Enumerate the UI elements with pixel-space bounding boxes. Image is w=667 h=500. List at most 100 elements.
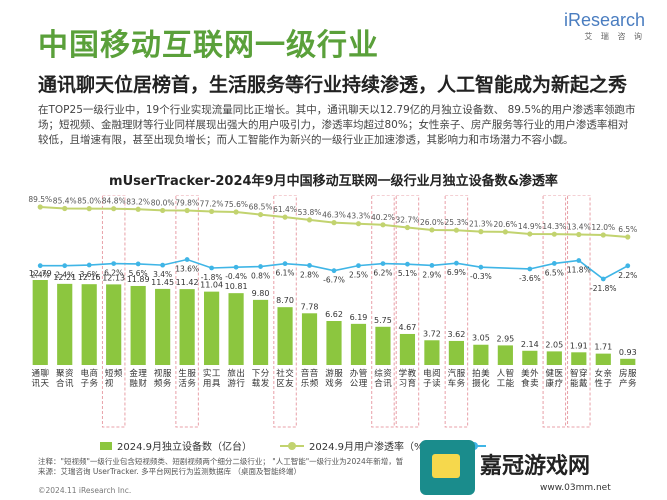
category-label-char: 理	[359, 379, 368, 389]
bar-value-label: 12.21	[53, 273, 76, 282]
category-label-char: 讯	[31, 379, 40, 389]
category-label-char: 房	[619, 368, 628, 379]
category-label-char: 资	[65, 368, 74, 379]
growth-point	[135, 261, 141, 267]
bar-value-label: 7.78	[301, 302, 319, 311]
category-label-char: 女	[595, 368, 604, 379]
penetration-label: 14.9%	[518, 222, 542, 231]
category-label-char: 务	[163, 378, 172, 389]
penetration-point	[233, 209, 239, 215]
category-label-char: 商	[89, 368, 98, 379]
category-label-char: 服	[187, 369, 196, 379]
highlight-box	[444, 195, 469, 428]
category-label-char: 服	[628, 369, 637, 379]
category-label-char: 公	[350, 379, 359, 389]
legend-line-label: 2024.9月用户渗透率（%）	[309, 442, 434, 453]
category-label-char: 疗	[555, 378, 564, 389]
highlight-box	[371, 195, 395, 428]
growth-point	[356, 263, 361, 269]
highlight-box	[395, 195, 420, 428]
category-label-char: 实	[203, 368, 212, 379]
growth-point	[405, 261, 410, 267]
growth-point	[258, 264, 263, 269]
growth-label: 6.5%	[545, 268, 564, 277]
growth-label: 2.2%	[618, 271, 637, 280]
bar-device-count	[595, 353, 611, 365]
category-label-char: 车	[448, 378, 457, 389]
penetration-label: 46.3%	[322, 211, 346, 220]
bar-value-label: 5.75	[374, 316, 392, 325]
page-title: 中国移动互联网一级行业	[38, 28, 379, 63]
category-label-char: 外	[530, 368, 539, 379]
penetration-point	[380, 222, 386, 228]
category-label-char: 视	[154, 368, 163, 379]
bar-device-count	[277, 307, 293, 365]
growth-label: 6.2%	[104, 269, 123, 278]
highlight-box	[175, 195, 199, 428]
growth-point	[551, 261, 557, 266]
category-label-char: 亲	[604, 368, 613, 379]
penetration-point	[135, 206, 141, 212]
iresearch-logo: iResearch 艾 瑞 咨 询	[564, 10, 645, 42]
bar-value-label: 0.93	[619, 348, 637, 357]
bar-value-label: 11.04	[200, 281, 223, 290]
category-label-char: 合	[374, 378, 383, 389]
growth-point	[160, 262, 166, 268]
penetration-point	[625, 234, 631, 240]
growth-point	[307, 263, 312, 268]
bar-device-count	[448, 340, 464, 365]
category-label-char: 音	[310, 368, 319, 379]
penetration-label: 75.6%	[224, 200, 248, 209]
category-label-char: 智	[570, 368, 579, 379]
category-label-char: 化	[481, 378, 490, 389]
growth-label: 6.2%	[373, 269, 392, 278]
penetration-label: 84.8%	[102, 197, 126, 206]
penetration-point	[355, 221, 362, 227]
category-label-char: 合	[56, 378, 65, 389]
watermark-url: www.03mm.net	[540, 483, 611, 493]
bar-device-count	[497, 345, 513, 365]
bar-value-label: 6.62	[325, 310, 343, 319]
bar-value-label: 11.89	[127, 275, 150, 284]
category-label-char: 康	[546, 378, 555, 389]
category-label-char: 电	[80, 368, 89, 379]
penetration-point	[209, 208, 215, 215]
category-label-char: 聊	[40, 368, 49, 379]
penetration-point	[160, 207, 166, 214]
category-label-char: 频	[310, 378, 319, 389]
category-label-char: 智	[506, 368, 515, 379]
penetration-label: 53.8%	[298, 208, 322, 217]
penetration-label: 83.2%	[126, 197, 150, 206]
growth-label: -3.6%	[519, 274, 541, 283]
category-label-char: 子	[80, 379, 89, 389]
growth-point	[478, 264, 484, 270]
growth-label: 2.4%	[55, 271, 74, 280]
category-label-char: 交	[285, 368, 294, 379]
page-description: 在TOP25一级行业中，19个行业实现流量同比正增长。其中，通讯聊天以12.79…	[38, 104, 636, 146]
growth-label: 0.8%	[251, 272, 270, 281]
bar-value-label: 12.16	[78, 273, 101, 282]
bar-device-count	[399, 333, 416, 365]
category-label-char: 汽	[448, 368, 457, 379]
growth-point	[429, 263, 435, 268]
bar-value-label: 2.95	[496, 334, 514, 343]
penetration-point	[282, 214, 288, 220]
category-label-char: 美	[481, 368, 490, 379]
category-label-char: 工	[497, 379, 506, 389]
bar-device-count	[32, 280, 48, 365]
bar-value-label: 11.45	[151, 278, 174, 287]
legend-item-penetration: 2024.9月用户渗透率（%）	[280, 438, 434, 453]
penetration-label: 85.0%	[77, 197, 101, 206]
growth-label: 2.9%	[422, 270, 441, 279]
penetration-label: 68.5%	[249, 203, 273, 212]
penetration-point	[453, 227, 459, 233]
growth-point	[454, 260, 459, 266]
growth-label: -1.8%	[201, 273, 223, 282]
category-label-char: 融	[129, 378, 138, 389]
category-label-char: 社	[276, 368, 285, 379]
category-label-char: 办	[350, 368, 359, 379]
bar-value-label: 1.71	[594, 343, 612, 352]
bar-value-label: 2.14	[521, 340, 539, 349]
growth-point	[62, 263, 68, 269]
growth-label: 11.8%	[567, 266, 591, 275]
